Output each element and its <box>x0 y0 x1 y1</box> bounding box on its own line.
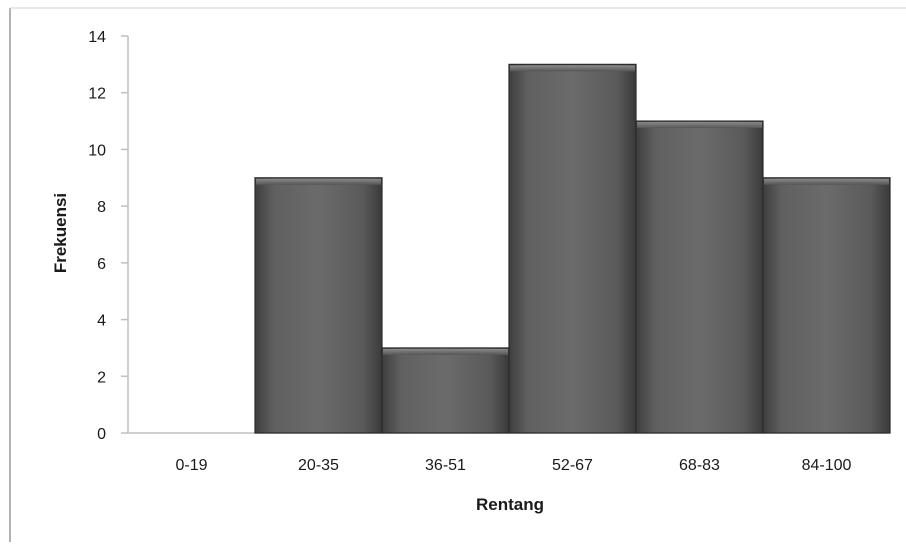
x-tick-label: 36-51 <box>425 457 466 474</box>
y-tick-label: 14 <box>88 29 106 46</box>
bar <box>762 177 891 434</box>
x-axis-title: Rentang <box>476 495 544 514</box>
y-tick-label: 12 <box>88 86 106 103</box>
bar-body <box>762 177 891 434</box>
x-tick-label: 68-83 <box>679 457 720 474</box>
x-tick-label: 84-100 <box>802 457 852 474</box>
x-tick-label: 0-19 <box>175 457 207 474</box>
y-tick-label: 8 <box>97 199 106 216</box>
bar-body <box>254 177 383 434</box>
y-tick-label: 10 <box>88 142 106 159</box>
y-tick-label: 0 <box>97 426 106 443</box>
bar-bevel <box>510 65 635 72</box>
x-tick-label: 20-35 <box>298 457 339 474</box>
y-tick-label: 2 <box>97 369 106 386</box>
bar-bevel <box>764 178 889 185</box>
bar <box>254 177 383 434</box>
bar-bevel <box>383 348 508 355</box>
bar-body <box>635 120 764 434</box>
y-tick-label: 4 <box>97 313 106 330</box>
bar <box>381 347 510 434</box>
bar <box>635 120 764 434</box>
bar-body <box>381 347 510 434</box>
x-axis: 0-19 20-35 36-51 52-67 68-83 84-100 <box>128 432 890 474</box>
x-tick-label: 52-67 <box>552 457 593 474</box>
y-axis: 0 2 4 6 8 10 12 14 <box>88 29 129 443</box>
y-tick-label: 6 <box>97 256 106 273</box>
y-axis-title: Frekuensi <box>51 193 70 273</box>
bar-bevel <box>637 122 762 129</box>
bar-body <box>508 63 637 434</box>
bars <box>254 63 891 434</box>
bar <box>508 63 637 434</box>
bar-bevel <box>256 178 381 185</box>
